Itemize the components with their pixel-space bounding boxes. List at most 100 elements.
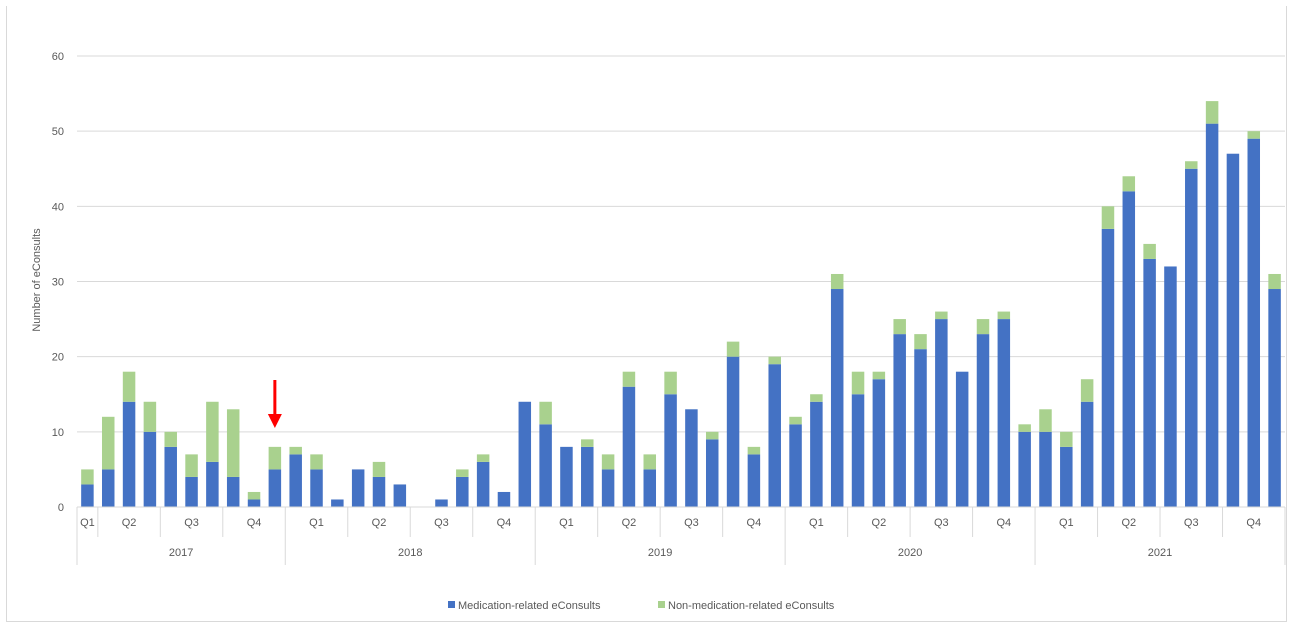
bar-non-medication bbox=[1039, 409, 1052, 432]
bar-medication bbox=[539, 424, 552, 507]
year-label: 2017 bbox=[169, 547, 193, 559]
bar-non-medication bbox=[289, 446, 302, 455]
bar-medication bbox=[976, 334, 990, 507]
bar-medication bbox=[622, 386, 636, 507]
bar-medication bbox=[705, 439, 719, 507]
bar-medication bbox=[393, 484, 407, 507]
bar-non-medication bbox=[143, 401, 157, 432]
bar-medication bbox=[1039, 431, 1052, 507]
bar-non-medication bbox=[310, 454, 323, 470]
bar-medication bbox=[935, 319, 948, 507]
bar-non-medication bbox=[1268, 273, 1281, 290]
bar-medication bbox=[1080, 401, 1094, 507]
legend-swatch bbox=[658, 601, 665, 608]
bar-medication bbox=[664, 394, 677, 507]
quarter-label: Q4 bbox=[996, 517, 1011, 529]
bar-medication bbox=[476, 461, 490, 507]
bar-medication bbox=[143, 431, 157, 507]
bar-non-medication bbox=[372, 461, 386, 477]
bar-medication bbox=[601, 469, 615, 507]
bar-medication bbox=[789, 424, 802, 507]
bar-non-medication bbox=[1080, 379, 1094, 402]
bar-medication bbox=[810, 401, 823, 507]
bar-medication bbox=[1185, 168, 1198, 507]
quarter-label: Q1 bbox=[309, 517, 324, 529]
bar-medication bbox=[1143, 258, 1156, 507]
bar-non-medication bbox=[1060, 431, 1073, 447]
chart-frame bbox=[6, 6, 1287, 622]
quarter-label: Q3 bbox=[434, 517, 449, 529]
bar-non-medication bbox=[1185, 161, 1198, 169]
bar-medication bbox=[1164, 266, 1177, 507]
y-axis-ticks: 0 10 20 30 40 50 60 bbox=[52, 51, 64, 514]
bar-non-medication bbox=[914, 334, 927, 350]
bar-non-medication bbox=[664, 371, 677, 395]
bar-medication bbox=[122, 401, 136, 507]
bar-non-medication bbox=[247, 491, 261, 500]
quarter-label: Q3 bbox=[184, 517, 199, 529]
quarter-label: Q2 bbox=[122, 517, 137, 529]
quarter-label: Q1 bbox=[80, 517, 95, 529]
bar-non-medication bbox=[1018, 424, 1031, 432]
bar-medication bbox=[997, 319, 1011, 507]
bar-non-medication bbox=[81, 469, 94, 485]
bar-non-medication bbox=[893, 319, 906, 335]
bar-non-medication bbox=[747, 446, 761, 455]
y-tick-label: 40 bbox=[52, 201, 64, 213]
bar-medication bbox=[247, 499, 261, 507]
bar-non-medication bbox=[456, 469, 469, 477]
bar-non-medication bbox=[726, 341, 740, 357]
bar-non-medication bbox=[705, 431, 719, 440]
bar-non-medication bbox=[935, 311, 948, 320]
bar-medication bbox=[435, 499, 448, 507]
bar-non-medication bbox=[997, 311, 1011, 320]
legend: Medication-related eConsults Non-medicati… bbox=[448, 600, 835, 612]
annotation bbox=[267, 380, 282, 428]
bar-non-medication bbox=[101, 416, 115, 470]
quarter-label: Q1 bbox=[1059, 517, 1074, 529]
bar-non-medication bbox=[1143, 243, 1156, 259]
quarter-label: Q3 bbox=[684, 517, 699, 529]
legend-swatch bbox=[448, 601, 455, 608]
bar-medication bbox=[1226, 153, 1240, 507]
quarter-label: Q2 bbox=[872, 517, 887, 529]
bar-medication bbox=[1060, 446, 1073, 507]
bar-medication bbox=[581, 446, 594, 507]
bar-medication bbox=[1268, 289, 1281, 507]
y-tick-label: 60 bbox=[52, 51, 64, 63]
bar-medication bbox=[560, 446, 573, 507]
bar-medication bbox=[685, 409, 698, 507]
bar-medication bbox=[830, 289, 844, 507]
bar-non-medication bbox=[1205, 101, 1219, 124]
bar-non-medication bbox=[122, 371, 136, 402]
quarter-label: Q3 bbox=[934, 517, 949, 529]
bar-medication bbox=[1018, 431, 1031, 507]
bar-medication bbox=[289, 454, 302, 507]
y-axis-label: Number of eConsults bbox=[31, 228, 43, 332]
quarter-label: Q4 bbox=[747, 517, 762, 529]
bar-non-medication bbox=[185, 454, 198, 477]
y-tick-label: 30 bbox=[52, 277, 64, 289]
bar-medication bbox=[1247, 138, 1261, 507]
quarter-label: Q2 bbox=[622, 517, 637, 529]
quarter-label: Q1 bbox=[809, 517, 824, 529]
bar-non-medication bbox=[976, 319, 990, 335]
bar-non-medication bbox=[206, 401, 219, 462]
bar-non-medication bbox=[164, 431, 177, 447]
y-tick-label: 0 bbox=[58, 502, 64, 514]
bar-non-medication bbox=[226, 409, 240, 477]
y-tick-label: 10 bbox=[52, 427, 64, 439]
bar-non-medication bbox=[810, 394, 823, 402]
bar-non-medication bbox=[1122, 176, 1136, 192]
bars bbox=[81, 101, 1281, 508]
quarter-label: Q4 bbox=[1246, 517, 1261, 529]
year-label: 2018 bbox=[398, 547, 422, 559]
legend-label: Non-medication-related eConsults bbox=[668, 600, 835, 612]
bar-non-medication bbox=[601, 454, 615, 470]
bar-medication bbox=[372, 476, 386, 507]
bar-non-medication bbox=[1101, 206, 1115, 229]
bar-non-medication bbox=[872, 371, 886, 380]
bar-non-medication bbox=[851, 371, 865, 395]
bar-medication bbox=[101, 469, 115, 507]
